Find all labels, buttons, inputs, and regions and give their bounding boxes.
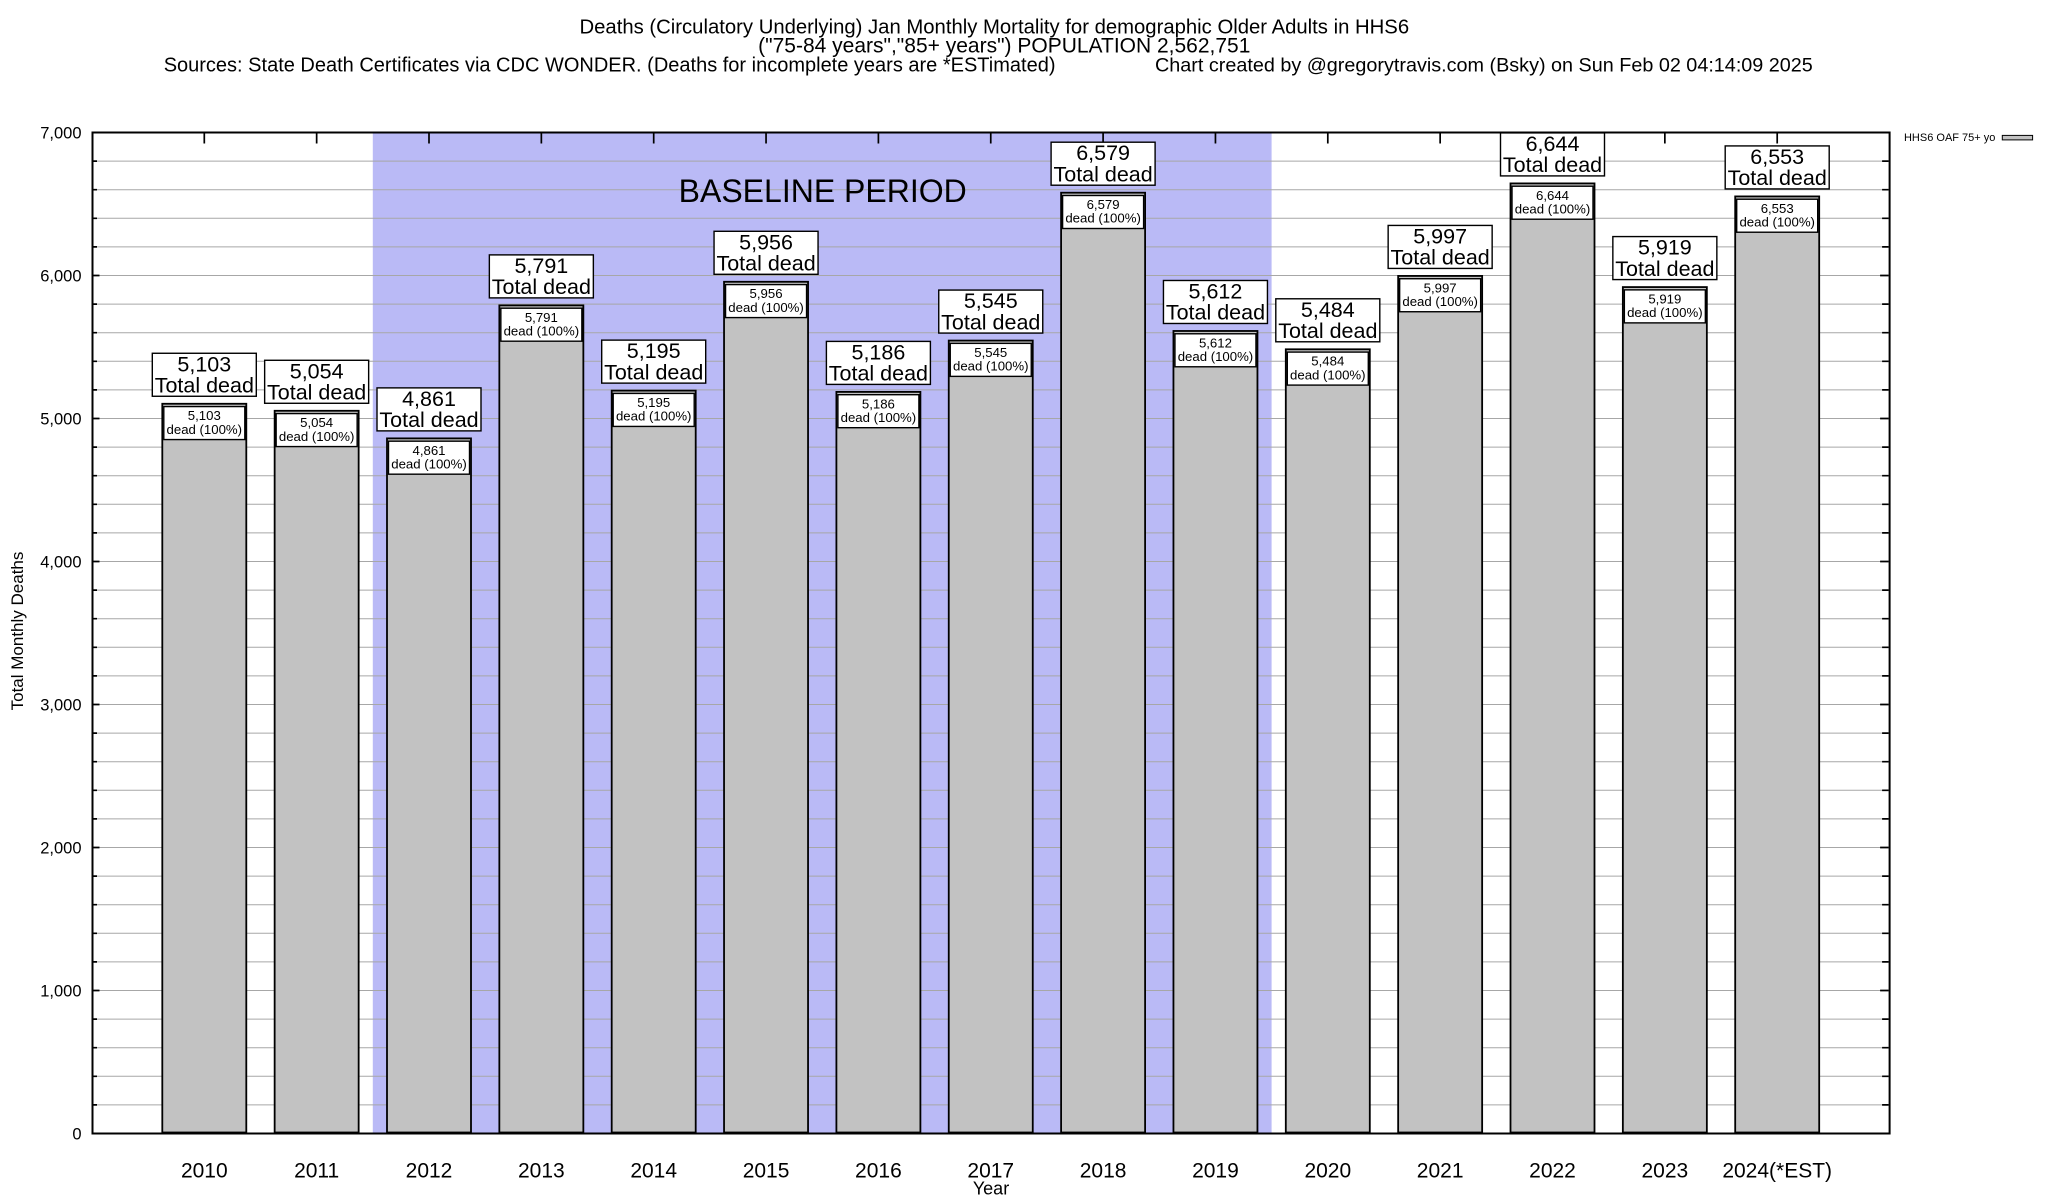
svg-text:2011: 2011	[294, 1159, 339, 1182]
svg-text:Total dead: Total dead	[492, 275, 591, 299]
svg-text:6,644: 6,644	[1526, 132, 1580, 156]
svg-text:Total dead: Total dead	[155, 373, 254, 397]
svg-text:dead (100%): dead (100%)	[391, 456, 467, 471]
svg-text:dead (100%): dead (100%)	[841, 410, 917, 425]
svg-text:6,000: 6,000	[40, 267, 81, 285]
svg-text:6,579: 6,579	[1076, 141, 1130, 165]
svg-text:5,195: 5,195	[637, 395, 670, 410]
svg-text:6,579: 6,579	[1087, 197, 1120, 212]
svg-text:5,919: 5,919	[1638, 236, 1692, 260]
svg-text:5,186: 5,186	[862, 396, 895, 411]
svg-text:5,484: 5,484	[1311, 354, 1344, 369]
svg-text:HHS6 OAF 75+ yo: HHS6 OAF 75+ yo	[1904, 132, 1995, 144]
svg-text:dead (100%): dead (100%)	[616, 409, 692, 424]
svg-text:5,956: 5,956	[739, 230, 793, 254]
svg-text:Total dead: Total dead	[1053, 162, 1152, 186]
svg-text:2012: 2012	[406, 1159, 453, 1182]
svg-text:2014: 2014	[630, 1159, 677, 1182]
svg-text:1,000: 1,000	[40, 982, 81, 1000]
svg-text:5,484: 5,484	[1301, 298, 1355, 322]
svg-text:2019: 2019	[1192, 1159, 1239, 1182]
svg-text:dead (100%): dead (100%)	[1627, 305, 1703, 320]
svg-text:5,612: 5,612	[1189, 279, 1243, 303]
svg-text:5,054: 5,054	[300, 415, 333, 430]
svg-text:Year: Year	[973, 1179, 1009, 1199]
svg-text:Total dead: Total dead	[379, 408, 478, 432]
svg-text:Total dead: Total dead	[1391, 246, 1490, 270]
svg-text:("75-84 years","85+ years") PO: ("75-84 years","85+ years") POPULATION 2…	[758, 34, 1250, 57]
svg-text:5,186: 5,186	[851, 340, 905, 364]
svg-text:dead (100%): dead (100%)	[1178, 349, 1254, 364]
svg-text:4,861: 4,861	[412, 443, 445, 458]
svg-text:Total dead: Total dead	[604, 360, 703, 384]
svg-text:4,861: 4,861	[402, 387, 456, 411]
svg-text:Total dead: Total dead	[829, 362, 928, 386]
svg-text:Deaths (Circulatory Underlying: Deaths (Circulatory Underlying) Jan Mont…	[579, 17, 1409, 39]
svg-text:BASELINE PERIOD: BASELINE PERIOD	[679, 173, 967, 209]
svg-text:dead (100%): dead (100%)	[1739, 214, 1815, 229]
svg-text:dead (100%): dead (100%)	[167, 422, 243, 437]
svg-text:5,545: 5,545	[964, 289, 1018, 313]
svg-text:5,612: 5,612	[1199, 335, 1232, 350]
svg-text:5,195: 5,195	[627, 339, 681, 363]
svg-text:6,553: 6,553	[1750, 145, 1804, 169]
svg-text:2017: 2017	[967, 1159, 1014, 1182]
svg-text:Chart created by @gregorytravi: Chart created by @gregorytravis.com (Bsk…	[1155, 55, 1813, 77]
svg-text:dead (100%): dead (100%)	[728, 300, 804, 315]
svg-text:5,103: 5,103	[188, 408, 221, 423]
svg-text:2021: 2021	[1417, 1159, 1464, 1182]
svg-text:2013: 2013	[518, 1159, 565, 1182]
svg-text:6,644: 6,644	[1536, 188, 1569, 203]
svg-text:7,000: 7,000	[40, 124, 81, 142]
svg-text:Total dead: Total dead	[1166, 301, 1265, 325]
svg-text:Total dead: Total dead	[941, 310, 1040, 334]
svg-text:dead (100%): dead (100%)	[279, 429, 355, 444]
svg-text:5,791: 5,791	[525, 310, 558, 325]
svg-text:dead (100%): dead (100%)	[1290, 367, 1366, 382]
svg-text:5,791: 5,791	[514, 254, 568, 278]
svg-text:5,000: 5,000	[40, 410, 81, 428]
svg-text:Total dead: Total dead	[1278, 319, 1377, 343]
svg-text:5,997: 5,997	[1413, 224, 1467, 248]
svg-text:dead (100%): dead (100%)	[1515, 201, 1591, 216]
svg-text:2023: 2023	[1641, 1159, 1688, 1182]
svg-text:2024(*EST): 2024(*EST)	[1722, 1159, 1832, 1182]
svg-text:6,553: 6,553	[1761, 201, 1794, 216]
svg-text:0: 0	[72, 1125, 81, 1143]
svg-text:2,000: 2,000	[40, 839, 81, 857]
svg-text:2016: 2016	[855, 1159, 902, 1182]
svg-text:Total dead: Total dead	[1615, 257, 1714, 281]
svg-text:5,919: 5,919	[1648, 291, 1681, 306]
svg-text:dead (100%): dead (100%)	[1065, 211, 1141, 226]
svg-text:dead (100%): dead (100%)	[504, 323, 580, 338]
svg-text:5,054: 5,054	[290, 359, 344, 383]
svg-text:2015: 2015	[743, 1159, 790, 1182]
svg-text:2022: 2022	[1529, 1159, 1576, 1182]
svg-text:2020: 2020	[1304, 1159, 1351, 1182]
svg-text:3,000: 3,000	[40, 696, 81, 714]
svg-text:2010: 2010	[181, 1159, 228, 1182]
svg-text:2018: 2018	[1080, 1159, 1127, 1182]
svg-text:dead (100%): dead (100%)	[1402, 294, 1478, 309]
svg-text:Total dead: Total dead	[716, 251, 815, 275]
svg-text:Total dead: Total dead	[1728, 166, 1827, 190]
svg-text:5,545: 5,545	[974, 345, 1007, 360]
svg-text:Sources: State Death Certifica: Sources: State Death Certificates via CD…	[164, 55, 1056, 77]
svg-text:dead (100%): dead (100%)	[953, 359, 1029, 374]
svg-text:5,997: 5,997	[1424, 280, 1457, 295]
svg-text:Total Monthly Deaths: Total Monthly Deaths	[8, 552, 27, 711]
svg-text:5,103: 5,103	[177, 352, 231, 376]
svg-text:Total dead: Total dead	[1503, 153, 1602, 177]
svg-text:Total dead: Total dead	[267, 380, 366, 404]
svg-text:4,000: 4,000	[40, 553, 81, 571]
svg-text:5,956: 5,956	[750, 286, 783, 301]
